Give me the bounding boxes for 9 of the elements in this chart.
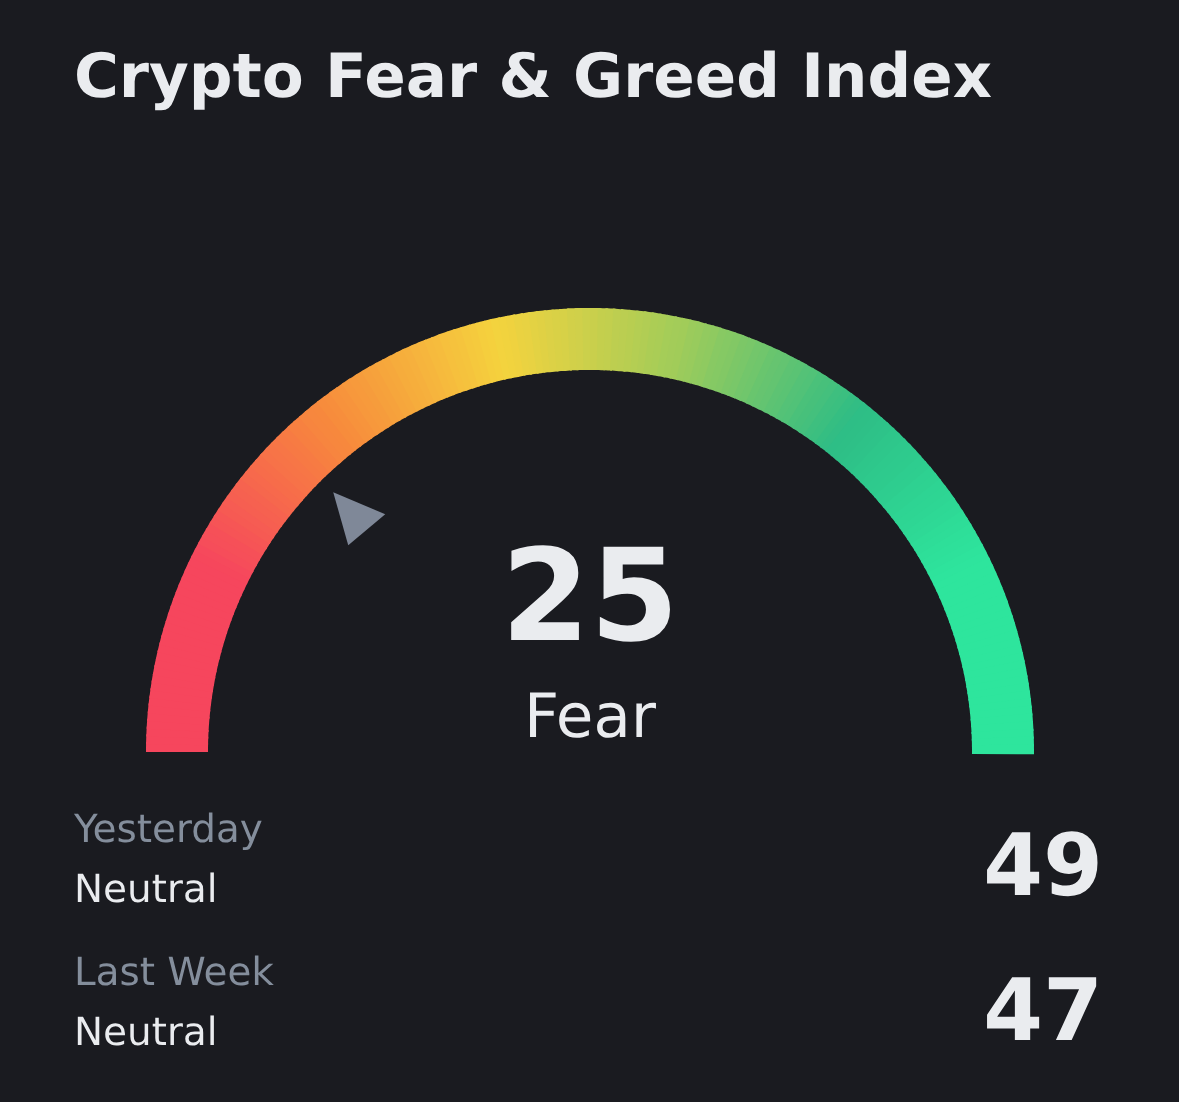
data-label: 25 <box>511 545 670 642</box>
text: Crypto Fear & Greed Index <box>77 50 992 111</box>
text: 49 <box>987 831 1098 897</box>
text: Yesterday <box>73 812 262 851</box>
text: Neutral <box>77 1015 214 1046</box>
text: Fear <box>530 692 656 738</box>
text: Neutral <box>77 872 214 903</box>
text: 47 <box>987 977 1097 1040</box>
text: Last Week <box>77 955 274 986</box>
